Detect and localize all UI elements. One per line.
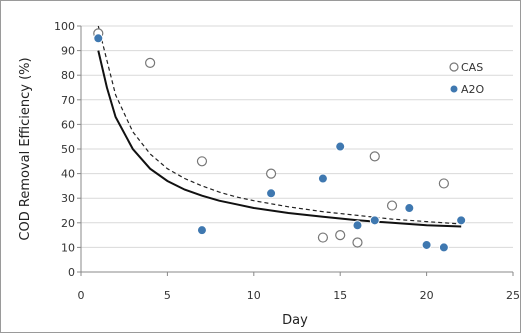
dashed-fit-curve: [97, 25, 462, 225]
y-tick-label: 20: [61, 217, 75, 230]
a2o-point: [266, 188, 277, 199]
y-tick-label: 40: [61, 168, 75, 181]
cas-point: [386, 200, 398, 211]
a2o-point: [196, 225, 207, 236]
cas-point: [438, 178, 449, 189]
a2o-point: [369, 215, 380, 226]
x-tick-label: 20: [420, 289, 434, 302]
x-tick-label: 10: [247, 289, 261, 302]
cas-point: [352, 237, 363, 248]
cas-point: [317, 232, 329, 243]
solid-fit-curve: [97, 50, 462, 228]
y-tick-label: 90: [61, 45, 75, 58]
y-tick-label: 30: [61, 192, 75, 205]
y-tick-label: 100: [54, 20, 75, 33]
a2o-point: [456, 215, 467, 226]
cas-point: [196, 156, 208, 167]
a2o-point: [352, 220, 363, 231]
legend-label-a2o: A2O: [461, 83, 485, 96]
a2o-point: [421, 239, 432, 250]
legend-label-cas: CAS: [461, 61, 483, 74]
y-tick-label: 70: [61, 94, 75, 107]
a2o-point: [438, 242, 449, 253]
x-tick-label: 5: [164, 289, 171, 302]
axes: 0 10 20 30 40 50 60 70 80 90 100 0 5 10 15 20 25: [54, 20, 520, 302]
y-tick-label: 80: [61, 69, 75, 82]
legend-marker-cas: [449, 62, 459, 72]
y-tick-label: 60: [61, 118, 75, 131]
x-axis-title: Day: [282, 313, 308, 328]
cas-point: [335, 230, 346, 241]
x-tick-label: 25: [506, 289, 520, 302]
a2o-point: [404, 203, 415, 214]
a2o-point: [93, 33, 104, 44]
y-tick-label: 50: [61, 143, 75, 156]
cas-point: [265, 168, 277, 179]
y-tick-label: 0: [68, 266, 75, 279]
data-points: [93, 28, 467, 253]
gridlines: [81, 25, 513, 248]
x-tick-label: 0: [78, 289, 85, 302]
y-axis-title: COD Removal Efficiency (%): [18, 57, 33, 240]
cas-point: [369, 151, 380, 162]
a2o-point: [335, 141, 346, 152]
legend: CAS A2O: [449, 61, 485, 96]
fit-curves: [97, 25, 462, 228]
legend-marker-a2o: [449, 84, 459, 94]
cas-point: [145, 57, 156, 69]
x-tick-label: 15: [333, 289, 347, 302]
a2o-point: [317, 173, 328, 184]
y-tick-label: 10: [61, 241, 75, 254]
